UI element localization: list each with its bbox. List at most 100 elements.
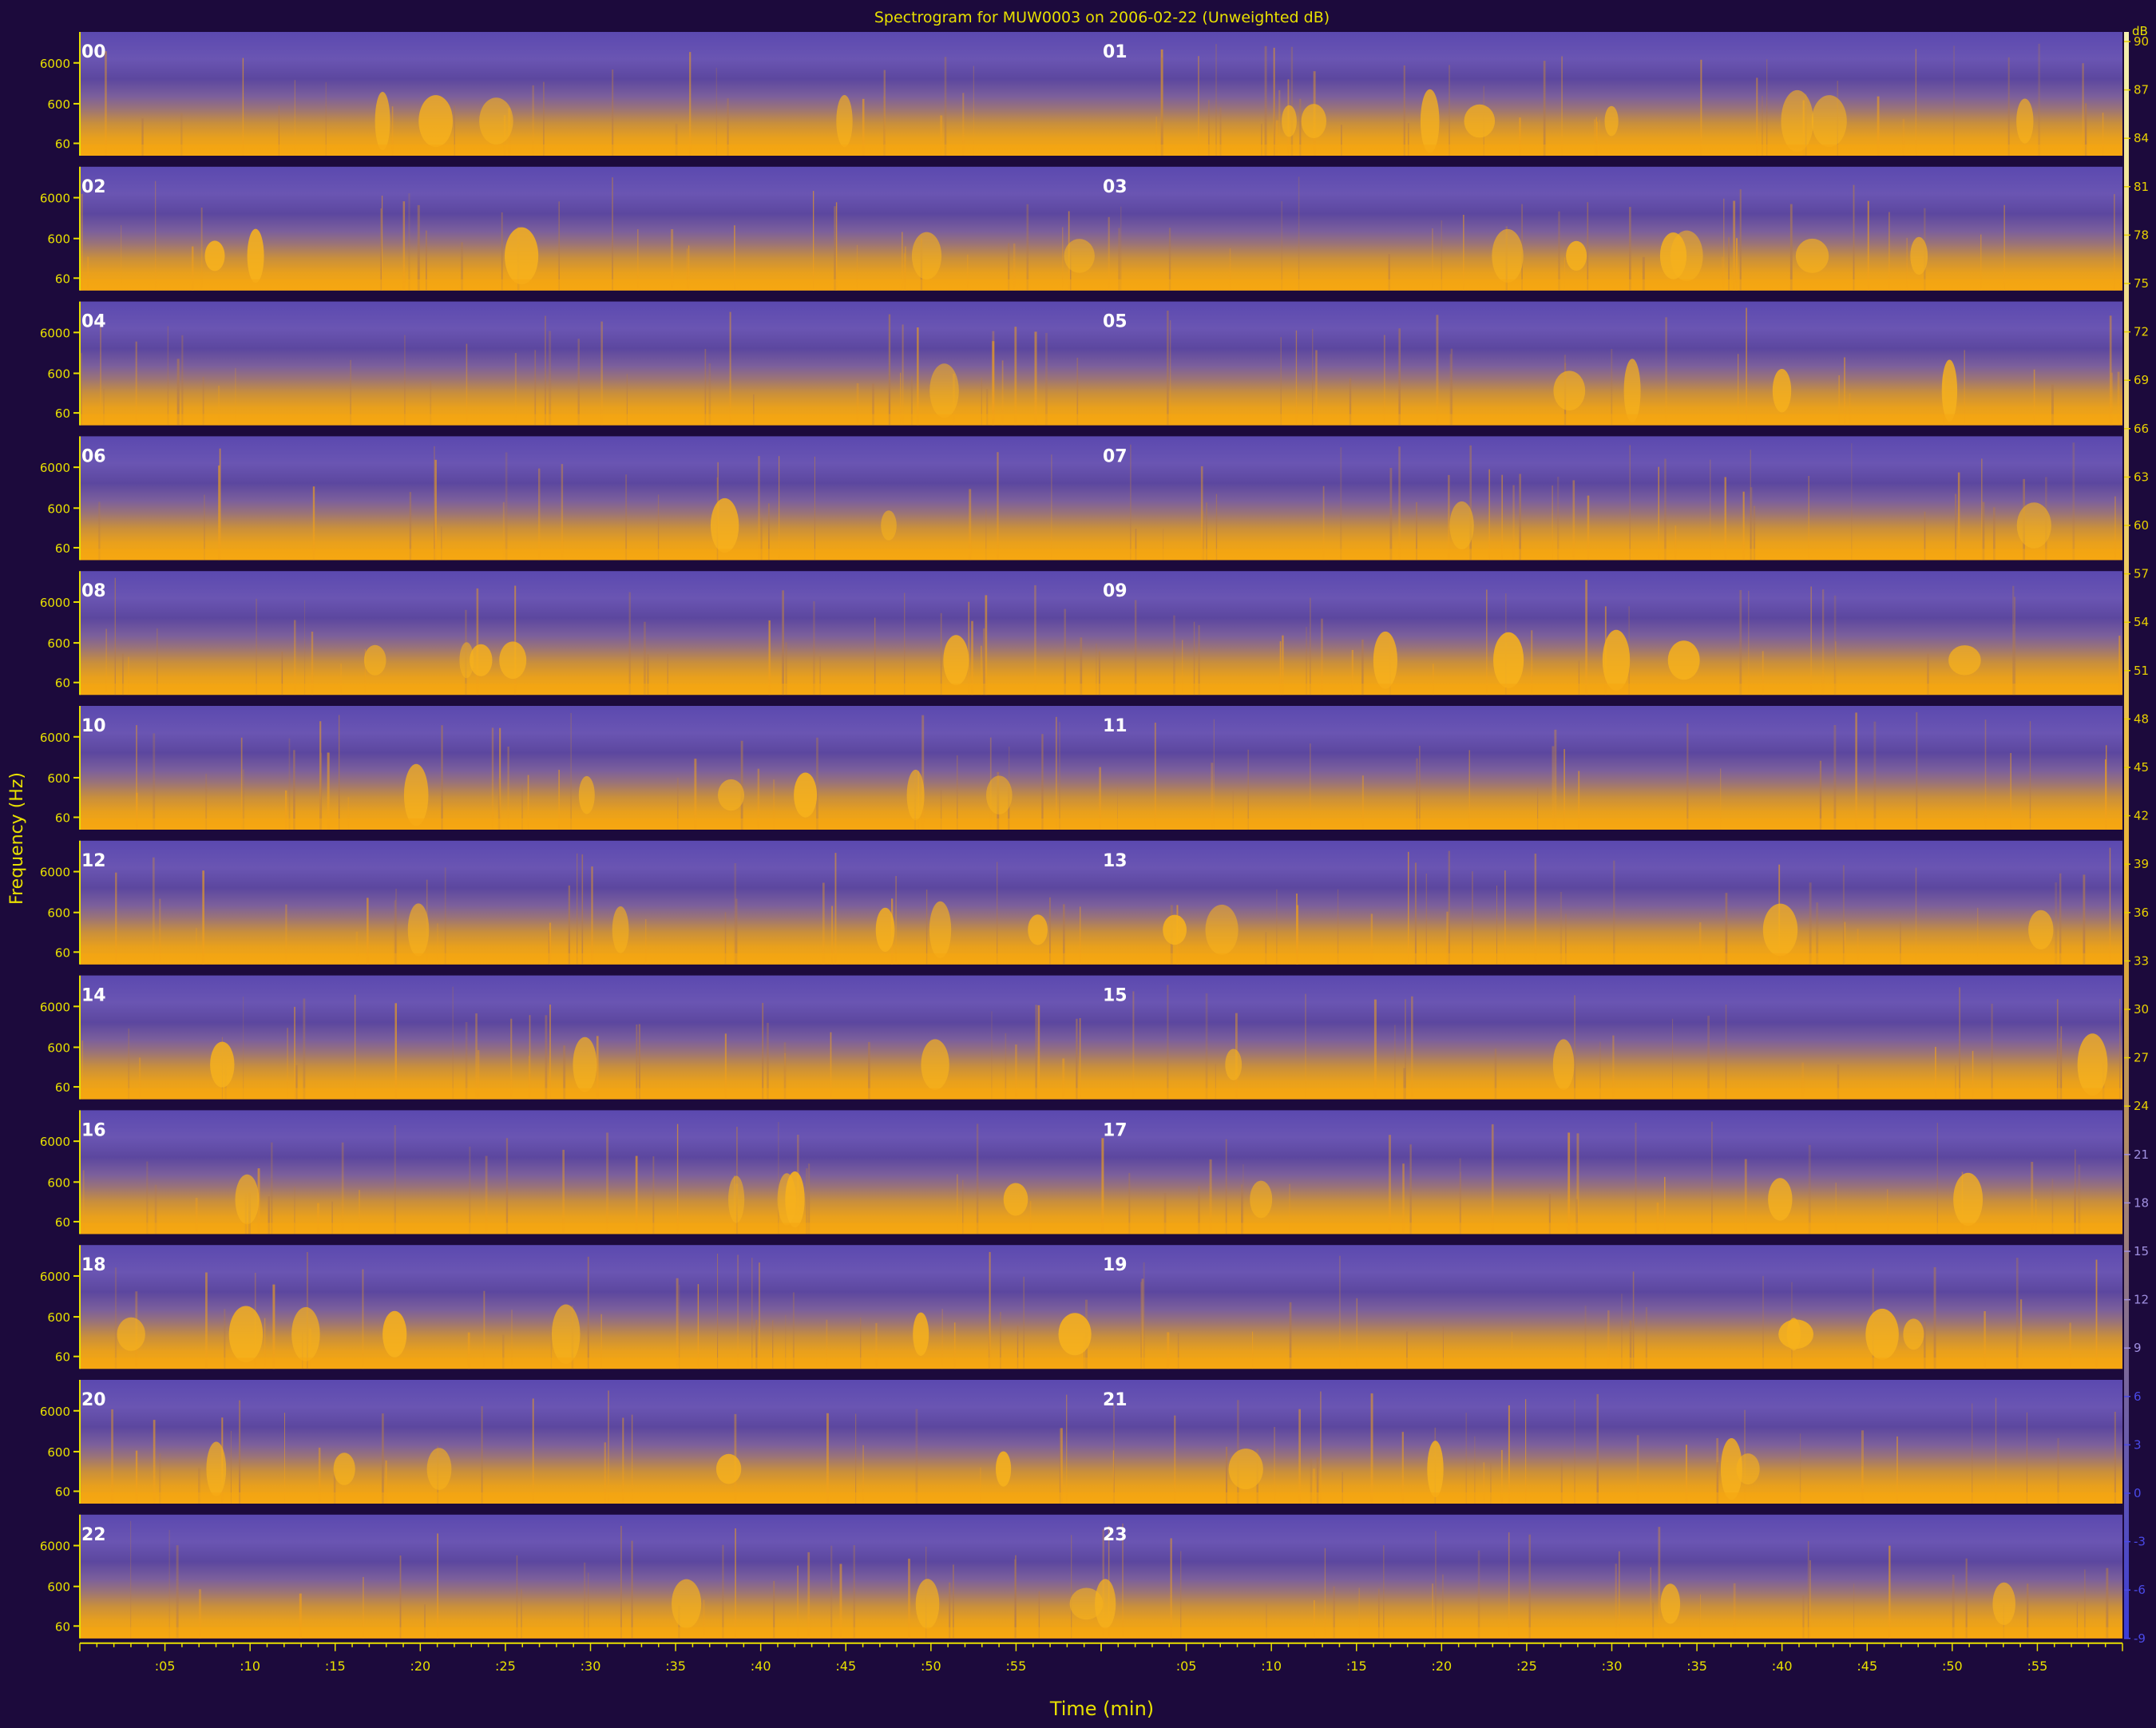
noise-streak	[1130, 444, 1132, 561]
noise-streak	[1807, 1540, 1809, 1639]
noise-streak	[1835, 1183, 1837, 1235]
sound-event	[499, 641, 527, 680]
hour-label: 18	[81, 1255, 106, 1275]
sound-event	[1373, 631, 1397, 689]
noise-streak	[299, 1593, 302, 1639]
hour-label: 15	[1103, 986, 1128, 1006]
sound-event	[1058, 1313, 1092, 1356]
noise-streak	[1401, 1432, 1404, 1504]
colorbar-tick-label: 51	[2134, 664, 2149, 678]
noise-streak	[293, 750, 295, 830]
sound-event	[1910, 236, 1928, 275]
noise-streak	[1924, 511, 1926, 561]
noise-streak	[1833, 725, 1837, 830]
noise-streak	[968, 601, 970, 696]
sound-event	[551, 1304, 581, 1365]
noise-streak	[1561, 56, 1563, 156]
noise-streak	[2110, 372, 2113, 426]
noise-streak	[1888, 1545, 1891, 1639]
noise-streak	[1320, 1391, 1322, 1504]
noise-streak	[224, 1309, 226, 1369]
x-tick-label: :20	[410, 1659, 430, 1674]
y-tick-label: 60	[55, 541, 70, 556]
sound-event	[1941, 359, 1958, 422]
noise-streak	[426, 230, 427, 291]
noise-streak	[1851, 443, 1853, 561]
noise-streak	[1299, 98, 1302, 156]
y-tick-label: 60	[55, 676, 70, 691]
noise-streak	[1041, 734, 1044, 830]
noise-streak	[1753, 505, 1756, 561]
noise-streak	[2015, 1258, 2019, 1369]
noise-streak	[155, 180, 157, 291]
noise-streak	[1474, 1436, 1476, 1504]
noise-streak	[1215, 44, 1217, 156]
panel-texture	[80, 847, 2122, 965]
noise-streak	[1842, 865, 1845, 965]
x-tick-label: :55	[1006, 1659, 1027, 1674]
colorbar-tick-label: 60	[2134, 518, 2149, 533]
noise-streak	[1289, 1302, 1292, 1369]
colorbar-strip	[2124, 32, 2129, 1639]
low-frequency-band	[80, 1627, 2122, 1639]
noise-streak	[785, 1314, 787, 1369]
noise-streak	[1219, 107, 1222, 156]
noise-streak	[424, 1604, 426, 1639]
noise-streak	[1762, 1275, 1764, 1369]
noise-streak	[1333, 1586, 1335, 1639]
sound-event	[333, 1453, 355, 1485]
noise-streak	[268, 1196, 270, 1235]
noise-streak	[1853, 184, 1855, 291]
noise-streak	[1361, 639, 1364, 696]
noise-streak	[813, 191, 814, 291]
noise-streak	[481, 1406, 483, 1504]
noise-streak	[510, 1018, 513, 1100]
noise-streak	[2035, 1199, 2037, 1235]
noise-streak	[475, 1013, 478, 1100]
noise-streak	[1508, 1532, 1510, 1639]
noise-streak	[543, 81, 545, 156]
noise-streak	[908, 1558, 910, 1639]
spectrogram-panel	[80, 1245, 2122, 1369]
noise-streak	[441, 725, 443, 830]
sound-event	[906, 769, 925, 821]
noise-streak	[751, 1258, 753, 1369]
sound-event	[578, 775, 595, 814]
y-tick-label: 60	[55, 1080, 70, 1095]
noise-streak	[1000, 1312, 1001, 1369]
noise-streak	[587, 1256, 589, 1369]
noise-streak	[1141, 1278, 1144, 1369]
noise-streak	[1112, 1450, 1114, 1504]
hour-row: 6000 600 60 14 15	[40, 975, 2122, 1100]
noise-streak	[218, 385, 220, 426]
noise-streak	[408, 193, 410, 291]
x-tick-label: :10	[240, 1659, 260, 1674]
noise-streak	[1982, 501, 1985, 561]
noise-streak	[976, 1124, 979, 1235]
noise-streak	[87, 256, 89, 291]
noise-streak	[135, 1450, 138, 1504]
sound-event	[1420, 89, 1440, 153]
y-tick-label: 60	[55, 811, 70, 826]
noise-streak	[284, 1413, 285, 1504]
y-tick-label: 60	[55, 1485, 70, 1500]
noise-streak	[1756, 77, 1758, 156]
sound-event	[1282, 105, 1297, 137]
noise-streak	[1122, 1524, 1124, 1639]
noise-streak	[364, 648, 366, 696]
noise-streak	[635, 1155, 638, 1235]
noise-streak	[1501, 474, 1503, 561]
noise-streak	[883, 69, 886, 156]
noise-streak	[1446, 911, 1449, 965]
noise-streak	[1315, 350, 1318, 426]
noise-streak	[1821, 589, 1825, 696]
noise-streak	[1398, 446, 1401, 561]
noise-streak	[561, 464, 564, 561]
noise-streak	[921, 715, 925, 830]
noise-streak	[367, 898, 369, 965]
colorbar-tick-label: 12	[2134, 1293, 2149, 1307]
noise-streak	[622, 1417, 624, 1504]
noise-streak	[727, 98, 729, 156]
sound-event	[1553, 371, 1586, 410]
noise-streak	[139, 1057, 141, 1100]
